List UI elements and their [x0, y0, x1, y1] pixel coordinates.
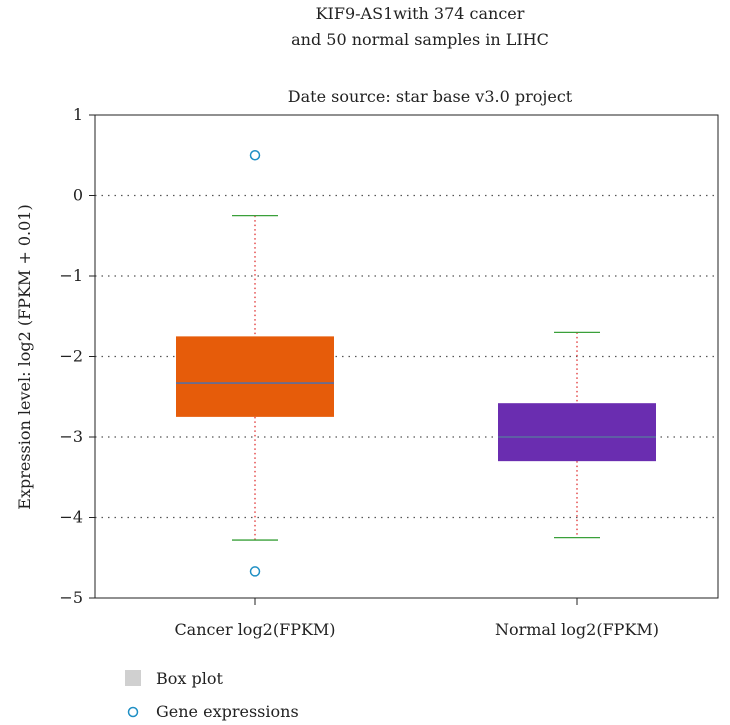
y-tick-label: −2 [59, 347, 83, 366]
chart-subtitle: Date source: star base v3.0 project [288, 87, 573, 106]
legend: Box plot Gene expressions [125, 669, 299, 721]
y-tick-label: 1 [73, 105, 83, 124]
legend-box-plot-label: Box plot [156, 669, 223, 688]
x-tick-label: Cancer log2(FPKM) [174, 620, 335, 639]
iqr-box [176, 336, 334, 417]
y-tick-label: 0 [73, 186, 83, 205]
y-axis-ticks: 1 0 −1 −2 −3 −4 −5 [59, 105, 95, 607]
x-tick-label: Normal log2(FPKM) [495, 620, 659, 639]
legend-box-plot-swatch [125, 670, 141, 686]
outlier-point [249, 566, 261, 577]
y-tick-label: −3 [59, 427, 83, 446]
chart-title-line-1: KIF9-AS1with 374 cancer [316, 4, 525, 23]
x-axis-ticks: Cancer log2(FPKM) Normal log2(FPKM) [174, 598, 659, 639]
chart-title-line-2: and 50 normal samples in LIHC [291, 30, 549, 49]
boxes [176, 150, 656, 577]
box-group [176, 150, 334, 577]
y-tick-label: −5 [59, 588, 83, 607]
iqr-box [498, 403, 656, 462]
outlier-point [249, 150, 261, 161]
y-tick-label: −4 [59, 508, 83, 527]
y-axis-label: Expression level: log2 (FPKM + 0.01) [15, 204, 34, 509]
box-group [498, 331, 656, 539]
legend-gene-expressions-label: Gene expressions [156, 702, 299, 721]
legend-gene-expressions-marker [127, 706, 139, 718]
y-tick-label: −1 [59, 266, 83, 285]
plot-frame [94, 114, 719, 599]
